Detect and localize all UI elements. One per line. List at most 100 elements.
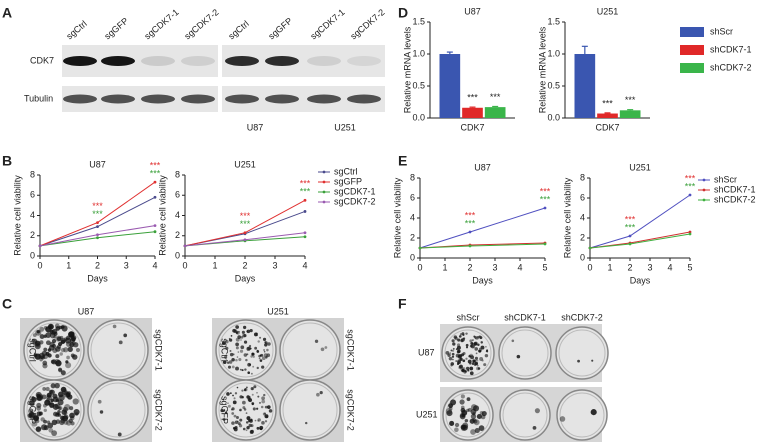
colony xyxy=(237,351,240,353)
plate-label: sgCDK7-1 xyxy=(346,329,356,371)
colony xyxy=(452,347,455,350)
colony xyxy=(474,361,479,366)
plate-rim xyxy=(90,322,146,378)
colony xyxy=(238,357,242,362)
significance: *** xyxy=(465,218,476,228)
y-tick-label: 2 xyxy=(30,230,35,240)
colony xyxy=(254,346,258,350)
y-tick-label: 4 xyxy=(30,210,35,220)
band xyxy=(307,94,341,104)
colony xyxy=(268,409,273,413)
colony xyxy=(457,338,461,342)
colony xyxy=(40,355,44,359)
colony xyxy=(476,359,479,362)
colony xyxy=(243,340,248,344)
chart-title: U87 xyxy=(89,159,106,169)
chart-title: U251 xyxy=(597,6,619,16)
colony xyxy=(257,395,260,398)
colony xyxy=(245,358,248,362)
colony xyxy=(240,339,242,341)
x-tick-label: 2 xyxy=(467,262,472,272)
colony xyxy=(47,422,54,429)
plate-rim xyxy=(90,382,146,438)
colony xyxy=(472,339,474,341)
colony xyxy=(263,393,266,397)
colony xyxy=(485,345,487,348)
legend-marker xyxy=(702,188,706,192)
colony xyxy=(66,335,71,340)
colony xyxy=(246,386,248,389)
y-tick-label: 1.0 xyxy=(547,48,560,58)
significance: *** xyxy=(625,95,636,105)
colony xyxy=(42,387,47,391)
colony xyxy=(460,424,468,431)
colony xyxy=(258,401,262,404)
colony xyxy=(457,355,461,359)
colony xyxy=(247,362,251,367)
colony xyxy=(256,426,260,430)
colony xyxy=(67,346,73,353)
colony xyxy=(469,366,474,371)
colony xyxy=(243,408,247,411)
y-tick-label: 0 xyxy=(580,252,585,262)
colony xyxy=(59,352,63,356)
x-axis-label: Days xyxy=(87,273,108,283)
colony xyxy=(50,383,56,389)
point xyxy=(303,235,307,239)
colony xyxy=(246,329,251,334)
colony xyxy=(461,332,465,335)
colony xyxy=(40,417,45,422)
plate-label: sgCtrl xyxy=(220,338,230,362)
colony xyxy=(227,402,229,404)
colony xyxy=(448,356,453,361)
colony xyxy=(235,331,239,334)
legend-marker xyxy=(322,180,326,184)
colony xyxy=(99,410,104,414)
colony xyxy=(249,419,253,423)
colony xyxy=(43,408,47,413)
colony xyxy=(251,388,254,390)
y-tick-label: 6 xyxy=(580,192,585,202)
colony xyxy=(252,407,256,411)
colony xyxy=(476,364,479,367)
colony xyxy=(69,342,75,348)
colony xyxy=(226,392,230,396)
x-tick-label: 2 xyxy=(627,262,632,272)
point xyxy=(628,242,632,246)
colony xyxy=(235,366,239,371)
point xyxy=(96,225,99,229)
significance: *** xyxy=(150,160,161,170)
colony xyxy=(248,344,252,348)
point xyxy=(243,238,247,242)
colony xyxy=(446,410,453,417)
colony xyxy=(263,412,267,415)
colony xyxy=(324,346,328,349)
significance: *** xyxy=(240,219,251,229)
legend-marker xyxy=(702,198,706,202)
point xyxy=(468,230,472,234)
colony xyxy=(44,399,51,406)
colony xyxy=(263,349,265,351)
colony xyxy=(480,341,484,344)
colony xyxy=(223,409,226,412)
colony xyxy=(35,329,42,336)
colony xyxy=(465,332,468,335)
panel-letter: A xyxy=(2,5,12,21)
colony xyxy=(239,368,242,371)
colony xyxy=(55,360,62,367)
colony xyxy=(470,355,475,360)
point xyxy=(688,230,692,234)
legend-label: sgGFP xyxy=(334,176,362,186)
colony xyxy=(451,352,455,356)
point xyxy=(688,232,692,236)
colony xyxy=(55,326,61,331)
point xyxy=(243,231,247,235)
lane-label: sgCtrl xyxy=(226,19,250,42)
y-tick-label: 4 xyxy=(410,212,415,222)
y-tick-label: 8 xyxy=(30,169,35,179)
colony xyxy=(235,325,240,329)
colony xyxy=(319,391,323,395)
x-axis-label: Days xyxy=(235,273,256,283)
colony xyxy=(477,343,480,347)
colony xyxy=(265,415,269,419)
